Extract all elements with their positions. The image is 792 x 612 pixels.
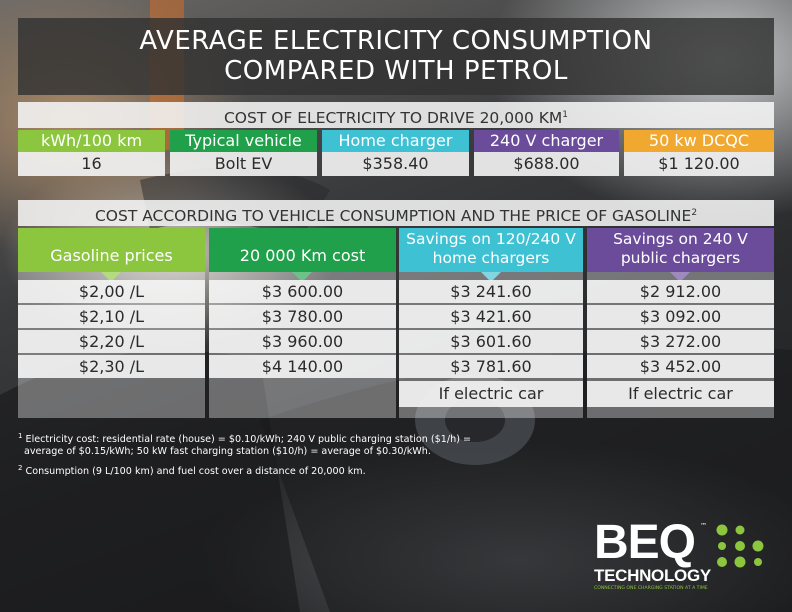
s2-row1-gasoline: $2,00 /L <box>18 280 205 303</box>
s2-row4-home: $3 781.60 <box>399 355 583 378</box>
footnote-1-line1: Electricity cost: residential rate (hous… <box>22 434 472 446</box>
footnote-1-line2: average of $0.15/kWh; 50 kW fast chargin… <box>24 446 431 458</box>
s1-header-240v: 240 V charger <box>474 130 619 152</box>
s1-header-kwh: kWh/100 km <box>18 130 165 152</box>
section1-header: COST OF ELECTRICITY TO DRIVE 20,000 KM1 <box>18 102 774 128</box>
logo-subtitle: TECHNOLOGY <box>594 566 711 585</box>
s2-header-gasoline-arrow <box>101 272 121 282</box>
s2-row2-public: $3 092.00 <box>587 305 774 328</box>
title-line-2: COMPARED WITH PETROL <box>224 56 568 86</box>
s1-value-240v: $688.00 <box>474 152 619 176</box>
section1-header-footnote-mark: 1 <box>562 110 569 120</box>
s2-header-home-savings-line1: Savings on 120/240 V <box>406 230 576 248</box>
logo-name: BEQ <box>594 516 696 569</box>
logo-tm: ™ <box>700 522 707 530</box>
s2-row2-home: $3 421.60 <box>399 305 583 328</box>
s2-row3-home: $3 601.60 <box>399 330 583 353</box>
s2-header-public-savings-line1: Savings on 240 V <box>613 230 748 248</box>
s2-header-home-savings: Savings on 120/240 V home chargers <box>399 228 583 272</box>
s2-row1-public: $2 912.00 <box>587 280 774 303</box>
s2-row5-public: If electric car <box>587 381 774 407</box>
title-band: AVERAGE ELECTRICITY CONSUMPTION COMPARED… <box>18 18 774 95</box>
logo-tagline: CONNECTING ONE CHARGING STATION AT A TIM… <box>594 586 708 591</box>
footnote-2-text: Consumption (9 L/100 km) and fuel cost o… <box>22 466 366 478</box>
s1-value-dcqc: $1 120.00 <box>624 152 774 176</box>
s2-row4-cost: $4 140.00 <box>209 355 396 378</box>
section1-header-text: COST OF ELECTRICITY TO DRIVE 20,000 KM <box>223 109 563 128</box>
s1-header-home-charger: Home charger <box>322 130 469 152</box>
footnote-2: 2 Consumption (9 L/100 km) and fuel cost… <box>18 462 366 478</box>
beq-technology-logo: BEQ ™ TECHNOLOGY CONNECTING ONE CHARGING… <box>592 516 782 600</box>
s2-row3-public: $3 272.00 <box>587 330 774 353</box>
section2-header-footnote-mark: 2 <box>691 208 698 218</box>
s2-header-public-savings-arrow <box>670 272 690 282</box>
section2-header-text: COST ACCORDING TO VEHICLE CONSUMPTION AN… <box>94 207 692 226</box>
s2-header-gasoline-prices: Gasoline prices <box>18 228 205 272</box>
s2-row3-gasoline: $2,20 /L <box>18 330 205 353</box>
s2-header-public-savings-line2: public chargers <box>620 249 741 267</box>
s2-row2-cost: $3 780.00 <box>209 305 396 328</box>
s2-header-public-savings: Savings on 240 V public chargers <box>587 228 774 272</box>
page-title: AVERAGE ELECTRICITY CONSUMPTION COMPARED… <box>18 26 774 86</box>
s2-header-20000km-arrow <box>292 272 312 282</box>
footnote-2-mark: 2 <box>18 464 23 472</box>
s2-row3-cost: $3 960.00 <box>209 330 396 353</box>
logo-dots-icon <box>716 524 764 568</box>
s2-header-20000km-cost: 20 000 Km cost <box>209 228 396 272</box>
title-line-1: AVERAGE ELECTRICITY CONSUMPTION <box>139 26 653 56</box>
s1-value-home-charger: $358.40 <box>322 152 469 176</box>
s2-row2-gasoline: $2,10 /L <box>18 305 205 328</box>
footnote-1: 1 Electricity cost: residential rate (ho… <box>18 430 471 458</box>
s2-header-home-savings-line2: home chargers <box>432 249 550 267</box>
s2-row5-home: If electric car <box>399 381 583 407</box>
s2-row4-gasoline: $2,30 /L <box>18 355 205 378</box>
s1-value-kwh: 16 <box>18 152 165 176</box>
s2-row1-home: $3 241.60 <box>399 280 583 303</box>
s2-header-home-savings-arrow <box>481 272 501 282</box>
s1-header-dcqc: 50 kw DCQC <box>624 130 774 152</box>
s2-row4-public: $3 452.00 <box>587 355 774 378</box>
s1-header-vehicle: Typical vehicle <box>170 130 317 152</box>
s2-row1-cost: $3 600.00 <box>209 280 396 303</box>
footnote-1-mark: 1 <box>18 432 23 440</box>
s1-value-vehicle: Bolt EV <box>170 152 317 176</box>
section2-header: COST ACCORDING TO VEHICLE CONSUMPTION AN… <box>18 200 774 226</box>
